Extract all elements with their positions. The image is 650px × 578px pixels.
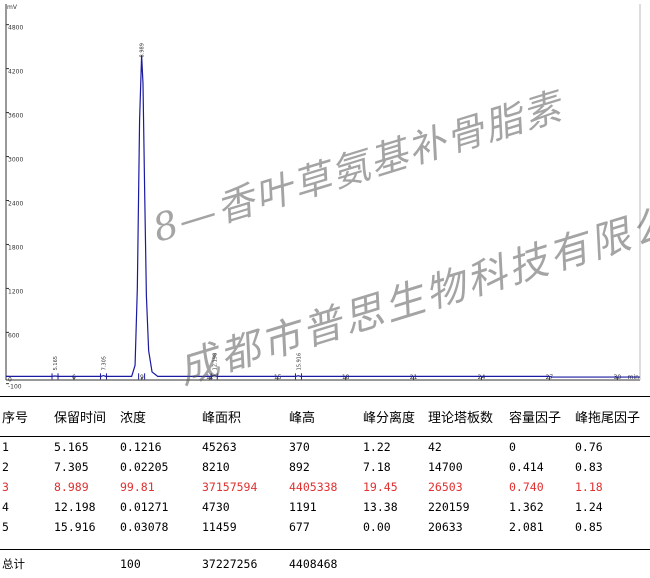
col-header: 峰拖尾因子 xyxy=(573,396,650,437)
table-cell: 1.18 xyxy=(575,480,603,494)
table-cell: 0.740 xyxy=(509,480,544,494)
table-cell: 4 xyxy=(2,500,9,514)
peak-retention-label: 5.165 xyxy=(53,356,59,370)
total-cell: 总计 xyxy=(2,557,25,571)
table-cell: 0.03078 xyxy=(120,520,169,534)
table-cell: 7.305 xyxy=(54,460,89,474)
results-table: 序号 保留时间 浓度 峰面积 峰高 峰分离度 理论塔板数 容量因子 峰拖尾因子 … xyxy=(0,396,650,578)
table-cell: 2.081 xyxy=(509,520,544,534)
table-total-row: 总计 100 37227256 4408468 xyxy=(0,550,650,578)
table-cell: 7.18 xyxy=(363,460,391,474)
table-cell: 0.76 xyxy=(575,440,603,454)
y-tick-label: 0 xyxy=(8,376,12,383)
total-cell: 100 xyxy=(120,557,141,571)
table-cell: 4405338 xyxy=(289,480,338,494)
chromatogram-svg: mVmin-1000600120018002400300036004200480… xyxy=(5,4,641,391)
table-cell: 0 xyxy=(509,440,516,454)
total-cell xyxy=(507,550,573,578)
y-tick-label: 4200 xyxy=(8,69,23,76)
table-row: 1 5.165 0.1216 45263 370 1.22 42 0 0.76 xyxy=(0,437,650,458)
col-header: 容量因子 xyxy=(507,396,573,437)
total-cell: 37227256 xyxy=(202,557,258,571)
table-cell: 42 xyxy=(428,440,442,454)
table-cell: 5.165 xyxy=(54,440,89,454)
table-cell: 99.81 xyxy=(120,480,155,494)
table-cell: 0.02205 xyxy=(120,460,169,474)
table-cell: 5 xyxy=(2,520,9,534)
table-cell: 8210 xyxy=(202,460,230,474)
table-cell: 8.989 xyxy=(54,480,89,494)
table-cell: 12.198 xyxy=(54,500,96,514)
table-cell: 11459 xyxy=(202,520,237,534)
table-header-row: 序号 保留时间 浓度 峰面积 峰高 峰分离度 理论塔板数 容量因子 峰拖尾因子 xyxy=(0,396,650,437)
x-tick-label: 9 xyxy=(140,374,144,381)
table-cell: 0.1216 xyxy=(120,440,162,454)
table-cell: 37157594 xyxy=(202,480,258,494)
table-cell: 370 xyxy=(289,440,310,454)
table-cell: 13.38 xyxy=(363,500,398,514)
x-tick-label: 18 xyxy=(342,374,350,381)
table-cell: 220159 xyxy=(428,500,470,514)
total-cell xyxy=(573,550,650,578)
chromatogram: mV min -100 0 600 1200 1800 2400 3000 3600 4200 480… xyxy=(5,4,641,391)
table-cell: 26503 xyxy=(428,480,463,494)
x-tick-label: 15 xyxy=(274,374,282,381)
col-header: 理论塔板数 xyxy=(426,396,507,437)
table-cell: 0.85 xyxy=(575,520,603,534)
table-cell: 1191 xyxy=(289,500,317,514)
table-row: 2 7.305 0.02205 8210 892 7.18 14700 0.414 0.83 xyxy=(0,457,650,477)
peak-retention-label: 7.305 xyxy=(101,356,107,370)
x-tick-label: 27 xyxy=(546,374,554,381)
table-cell: 1 xyxy=(2,440,9,454)
x-tick-label: 6 xyxy=(72,374,76,381)
table-row: 4 12.198 0.01271 4730 1191 13.38 220159 1.362 1.… xyxy=(0,497,650,517)
table-cell: 892 xyxy=(289,460,310,474)
table-cell: 20633 xyxy=(428,520,463,534)
x-tick-label: 21 xyxy=(410,374,418,381)
x-tick-label: 24 xyxy=(478,374,486,381)
y-tick-label: 4800 xyxy=(8,25,23,32)
y-tick-label: 3600 xyxy=(8,113,23,120)
x-tick-label: 12 xyxy=(206,374,214,381)
table-cell: 45263 xyxy=(202,440,237,454)
col-header: 峰面积 xyxy=(200,396,287,437)
y-tick-label: 3000 xyxy=(8,157,23,164)
table-cell: 1.362 xyxy=(509,500,544,514)
y-tick-label: 1200 xyxy=(8,288,23,295)
peak-retention-label: 15.916 xyxy=(296,353,302,371)
total-cell xyxy=(426,550,507,578)
table-cell: 19.45 xyxy=(363,480,398,494)
table-cell: 2 xyxy=(2,460,9,474)
table-cell: 3 xyxy=(2,480,9,494)
table-cell: 0.00 xyxy=(363,520,391,534)
table-cell: 15.916 xyxy=(54,520,96,534)
total-cell: 4408468 xyxy=(289,557,338,571)
peak-retention-label: 12.198 xyxy=(212,353,218,371)
total-cell xyxy=(52,550,118,578)
table-row: 3 8.989 99.81 37157594 4405338 19.45 26503 0.74… xyxy=(0,477,650,497)
table-cell: 0.414 xyxy=(509,460,544,474)
table-row: 5 15.916 0.03078 11459 677 0.00 20633 2.081 0.85 xyxy=(0,517,650,537)
y-axis-unit: mV xyxy=(7,4,18,11)
chromatogram-trace xyxy=(6,55,640,378)
y-tick-label: -100 xyxy=(8,384,22,391)
y-tick-label: 2400 xyxy=(8,200,23,207)
y-tick-label: 600 xyxy=(8,332,20,339)
table-spacer xyxy=(0,537,650,550)
table-cell: 0.83 xyxy=(575,460,603,474)
y-tick-label: 1800 xyxy=(8,244,23,251)
peak-retention-label: 8.989 xyxy=(140,43,146,57)
table-cell: 1.22 xyxy=(363,440,391,454)
col-header: 浓度 xyxy=(118,396,200,437)
col-header: 序号 xyxy=(0,396,52,437)
table-cell: 1.24 xyxy=(575,500,603,514)
table-cell: 677 xyxy=(289,520,310,534)
col-header: 峰高 xyxy=(287,396,361,437)
total-cell xyxy=(361,550,426,578)
table-cell: 4730 xyxy=(202,500,230,514)
table-cell: 14700 xyxy=(428,460,463,474)
col-header: 峰分离度 xyxy=(361,396,426,437)
col-header: 保留时间 xyxy=(52,396,118,437)
table-cell: 0.01271 xyxy=(120,500,169,514)
